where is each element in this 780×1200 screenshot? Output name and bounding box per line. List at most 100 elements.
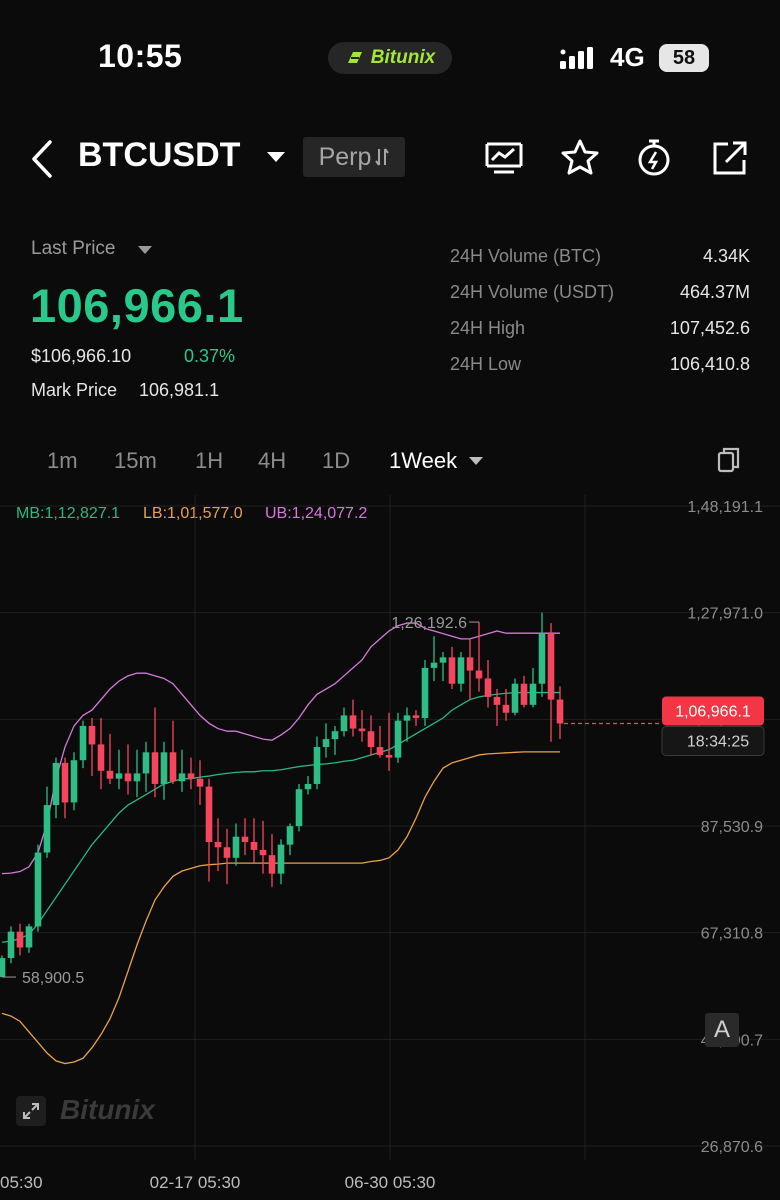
chart-watermark: Bitunix bbox=[60, 1094, 155, 1126]
network-type: 4G bbox=[610, 42, 645, 72]
candle-body bbox=[205, 786, 213, 842]
contract-type-switch[interactable]: Perp bbox=[303, 137, 405, 177]
candle-body bbox=[88, 725, 96, 745]
candle-body bbox=[511, 683, 519, 713]
candle-body bbox=[97, 744, 105, 771]
chart-grid bbox=[0, 495, 780, 1160]
y-axis-labels: 1,48,191.11,27,971.01,07,750.987,530.967… bbox=[687, 499, 763, 1156]
band-mb-line bbox=[1, 691, 560, 943]
usd-price: $106,966.10 bbox=[31, 346, 132, 366]
candle-body bbox=[502, 704, 510, 713]
bitunix-logo-icon bbox=[347, 52, 362, 63]
tab-1h[interactable]: 1H bbox=[195, 448, 224, 473]
chevron-down-icon[interactable] bbox=[266, 151, 286, 163]
candle-body bbox=[223, 847, 231, 858]
tab-1week[interactable]: 1Week bbox=[389, 448, 458, 473]
share-icon[interactable] bbox=[710, 138, 750, 178]
candle-body bbox=[493, 696, 501, 705]
band-lb-line bbox=[1, 751, 560, 1065]
stopwatch-icon[interactable] bbox=[634, 138, 674, 178]
tab-1d[interactable]: 1D bbox=[322, 448, 351, 473]
chevron-down-icon[interactable] bbox=[137, 245, 153, 255]
stat-label: 24H Volume (BTC) bbox=[450, 246, 602, 266]
candle-body bbox=[151, 752, 159, 784]
watermark-text: Bitunix bbox=[60, 1094, 155, 1125]
candle-body bbox=[34, 852, 42, 927]
candlestick-chart[interactable]: 1,48,191.11,27,971.01,07,750.987,530.967… bbox=[0, 495, 780, 1200]
candle-body bbox=[475, 670, 483, 679]
mark-price-label: Mark Price bbox=[31, 380, 118, 400]
indicator-ub: UB:1,24,077.2 bbox=[265, 505, 368, 522]
band-ub-line bbox=[1, 622, 560, 875]
candle-body bbox=[241, 836, 249, 842]
indicator-mb: MB:1,12,827.1 bbox=[16, 505, 121, 522]
status-time: 10:55 bbox=[98, 38, 183, 74]
candle-body bbox=[457, 657, 465, 684]
candle-body bbox=[142, 752, 150, 774]
candle-body bbox=[520, 683, 528, 705]
candle-body bbox=[466, 657, 474, 671]
price-change-percent: 0.37% bbox=[184, 346, 236, 366]
candle-body bbox=[250, 841, 258, 850]
trade-chart-icon[interactable] bbox=[484, 138, 524, 178]
x-tick-label: 06-30 05:30 bbox=[345, 1173, 436, 1192]
candle-body bbox=[124, 773, 132, 782]
candle-body bbox=[16, 931, 24, 948]
trading-pair-selector[interactable]: BTCUSDT bbox=[78, 136, 241, 174]
star-favorite-icon[interactable] bbox=[560, 138, 600, 178]
candle-body bbox=[313, 747, 321, 784]
candle-body bbox=[385, 754, 393, 758]
candle-body bbox=[394, 720, 402, 758]
candle-body bbox=[277, 844, 285, 874]
candle-body bbox=[259, 849, 267, 856]
candle-body bbox=[304, 783, 312, 790]
tab-4h[interactable]: 4H bbox=[258, 448, 287, 473]
candle-body bbox=[484, 678, 492, 697]
candle-body bbox=[421, 667, 429, 719]
countdown-box bbox=[661, 725, 765, 756]
tab-1m[interactable]: 1m bbox=[47, 448, 78, 473]
candle-body bbox=[187, 773, 195, 779]
candle-body bbox=[0, 958, 6, 978]
candle-body bbox=[169, 752, 177, 782]
candle-body bbox=[52, 762, 60, 806]
candle-body bbox=[196, 778, 204, 787]
current-price-tag bbox=[662, 696, 764, 726]
y-tick-label: 1,48,191.1 bbox=[687, 499, 763, 516]
app-pill-label: Bitunix bbox=[370, 47, 436, 68]
candle-body bbox=[133, 773, 141, 782]
chevron-down-icon[interactable] bbox=[468, 456, 484, 466]
candle-body bbox=[547, 633, 555, 700]
countdown-text: 18:34:25 bbox=[687, 733, 749, 750]
candle-body bbox=[295, 789, 303, 827]
candle-body bbox=[214, 841, 222, 848]
candle-body bbox=[7, 931, 15, 959]
candle-body bbox=[340, 715, 348, 732]
candle-body bbox=[178, 773, 186, 782]
back-arrow-icon[interactable] bbox=[28, 138, 58, 180]
current-price-tag-text: 1,06,966.1 bbox=[675, 703, 751, 720]
min-price-label: 58,900.5 bbox=[22, 970, 84, 987]
tab-15m[interactable]: 15m bbox=[114, 448, 157, 473]
x-tick-label: 02-17 05:30 bbox=[150, 1173, 241, 1192]
chart-overlays: 1,06,966.1 18:34:25 1,26,192.6 58,900.5 bbox=[2, 615, 765, 987]
signal-icon bbox=[560, 47, 593, 69]
stat-value: 107,452.6 bbox=[669, 318, 750, 338]
copy-layout-icon[interactable] bbox=[716, 446, 742, 474]
candle-body bbox=[331, 731, 339, 740]
candle-body bbox=[439, 657, 447, 663]
last-price-label[interactable]: Last Price bbox=[31, 238, 116, 259]
y-tick-label: 26,870.6 bbox=[701, 1139, 763, 1156]
expand-icon[interactable] bbox=[16, 1096, 46, 1126]
candles bbox=[0, 612, 564, 978]
candle-body bbox=[106, 770, 114, 779]
candle-body bbox=[61, 762, 69, 803]
stat-value: 106,410.8 bbox=[669, 354, 750, 374]
candle-body bbox=[412, 715, 420, 719]
candle-body bbox=[286, 826, 294, 845]
last-price-value: 106,966.1 bbox=[30, 279, 244, 332]
y-tick-label: 67,310.8 bbox=[701, 926, 763, 943]
y-tick-label: 87,530.9 bbox=[701, 819, 763, 836]
candle-body bbox=[160, 752, 168, 784]
auto-scale-button[interactable]: A bbox=[705, 1013, 739, 1047]
